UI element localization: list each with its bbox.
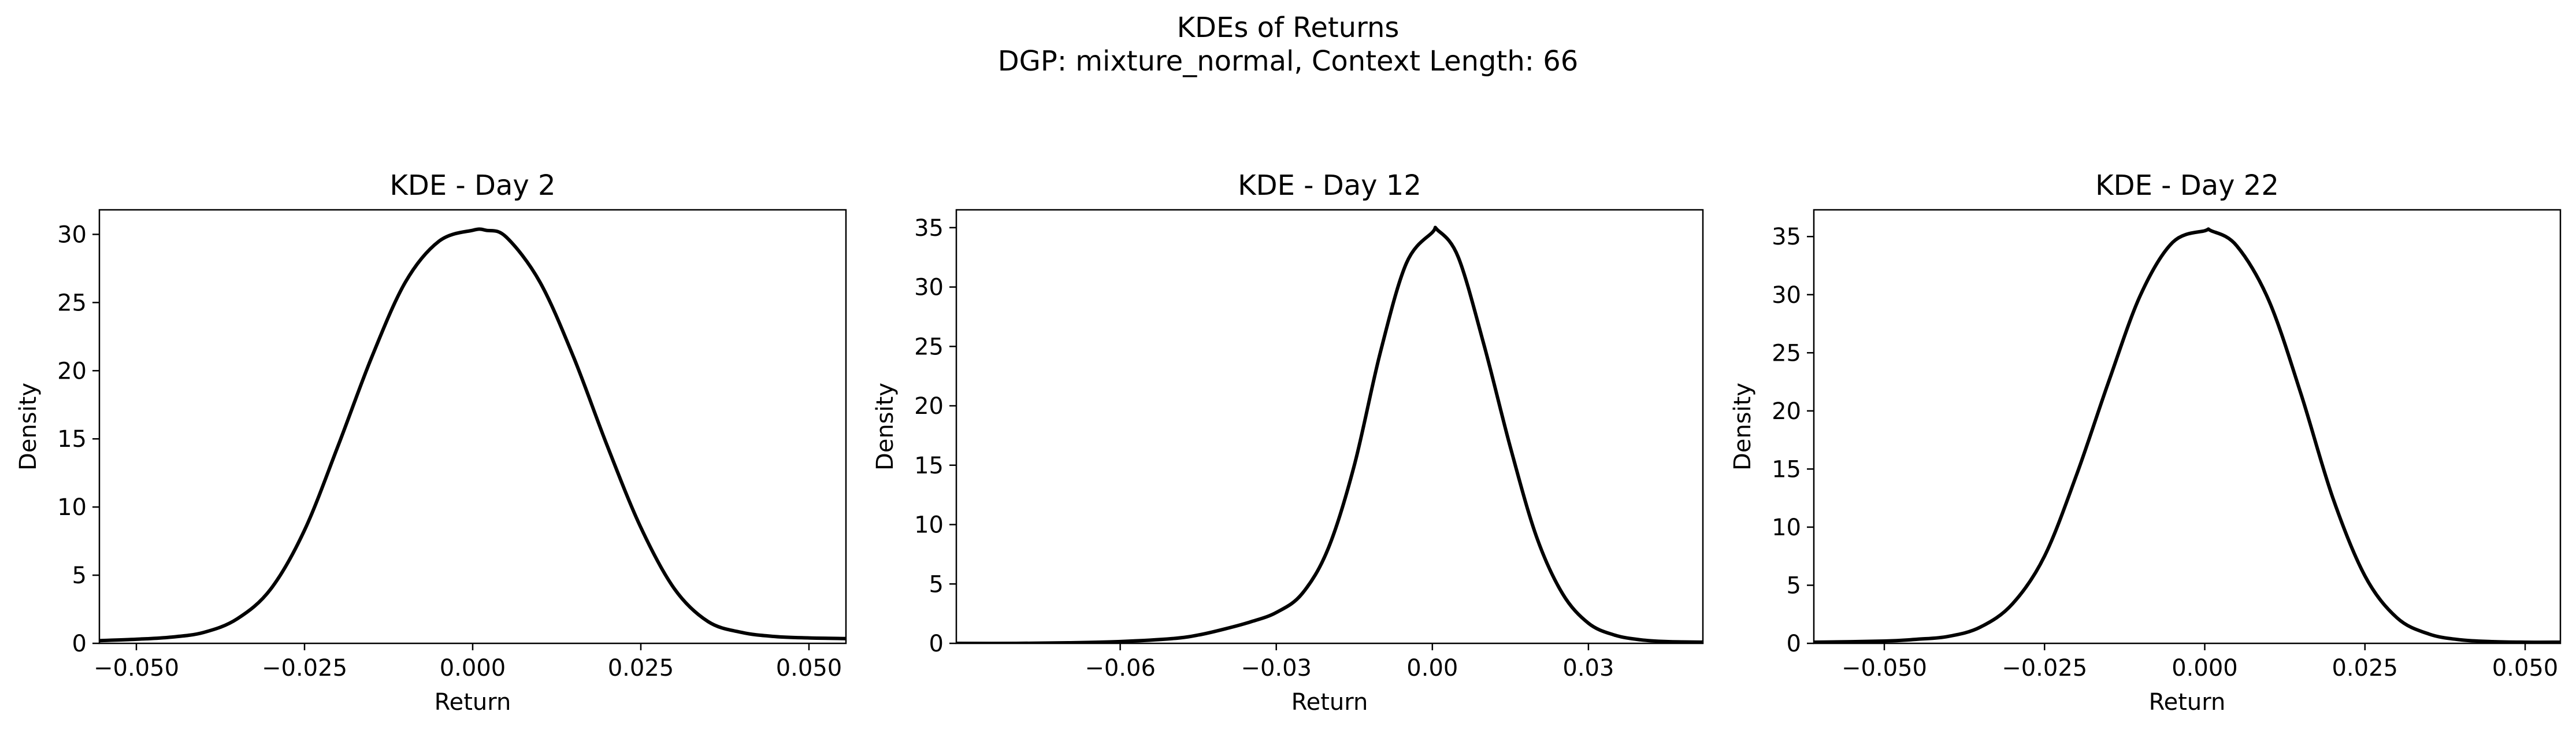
x-tick-label: 0.050 [2492,655,2559,682]
axes-frame [98,209,847,645]
x-tick-label: 0.00 [1406,655,1458,682]
y-axis-label: Density [1729,383,1756,471]
y-tick-label: 5 [929,571,944,598]
y-tick-label: 20 [914,393,944,420]
y-tick-label: 20 [1772,398,1801,425]
y-tick-label: 30 [914,275,944,301]
subplot-1: KDE - Day 2 −0.050 −0.025 0.000 0.025 0.050 0 5… [15,169,847,716]
x-tick-label: −0.06 [1085,655,1156,682]
y-tick-label: 10 [914,512,944,539]
figure-title: KDEs of Returns [1177,12,1400,44]
y-tick-label: 10 [57,494,87,521]
y-tick-label: 5 [1787,572,1801,599]
y-tick-label: 30 [1772,282,1801,309]
subplot-title: KDE - Day 22 [2095,169,2279,202]
kde-line [1814,227,2560,643]
y-tick-label: 0 [1787,631,1801,657]
y-tick-label: 25 [1772,340,1801,366]
y-tick-label: 5 [72,562,87,589]
x-tick-label: −0.050 [1842,655,1927,682]
subplot-2: KDE - Day 12 −0.06 −0.03 0.00 0.03 0 5 10 15 20 25… [872,169,1704,716]
x-tick-label: 0.03 [1562,655,1614,682]
x-tick-label: 0.025 [2332,655,2398,682]
subplot-title: KDE - Day 2 [389,169,555,202]
y-tick-label: 15 [1772,456,1801,483]
y-tick-label: 15 [57,426,87,453]
y-tick-label: 20 [57,358,87,384]
x-tick-label: −0.050 [94,655,179,682]
y-tick-label: 25 [57,290,87,316]
kde-line [99,227,846,643]
y-tick-label: 0 [72,631,87,657]
axes-frame [955,209,1704,645]
subplot-title: KDE - Day 12 [1238,169,1421,202]
x-tick-label: −0.025 [2002,655,2087,682]
y-tick-label: 30 [57,221,87,248]
axes-frame [1813,209,2562,645]
x-tick-label: −0.03 [1241,655,1312,682]
x-axis-label: Return [1291,689,1368,716]
x-axis-label: Return [435,689,511,716]
kde-line [956,225,1703,643]
y-tick-label: 35 [914,215,944,242]
x-tick-label: 0.025 [608,655,674,682]
figure-subtitle: DGP: mixture_normal, Context Length: 66 [998,45,1579,77]
y-axis-label: Density [15,383,42,471]
y-tick-label: 10 [1772,514,1801,541]
y-tick-label: 0 [929,631,944,657]
x-axis-label: Return [2149,689,2226,716]
x-tick-label: 0.050 [776,655,842,682]
y-tick-label: 15 [914,453,944,479]
x-tick-label: 0.000 [440,655,506,682]
x-tick-label: 0.000 [2172,655,2238,682]
y-tick-label: 25 [914,334,944,360]
subplot-3: KDE - Day 22 −0.050 −0.025 0.000 0.025 0.050 0… [1729,169,2562,716]
y-axis-label: Density [872,383,899,471]
x-tick-label: −0.025 [262,655,347,682]
subplots-group: KDE - Day 2−0.050 −0.025 0.000 0.025 0.05005… [15,169,2562,716]
y-tick-label: 35 [1772,224,1801,250]
